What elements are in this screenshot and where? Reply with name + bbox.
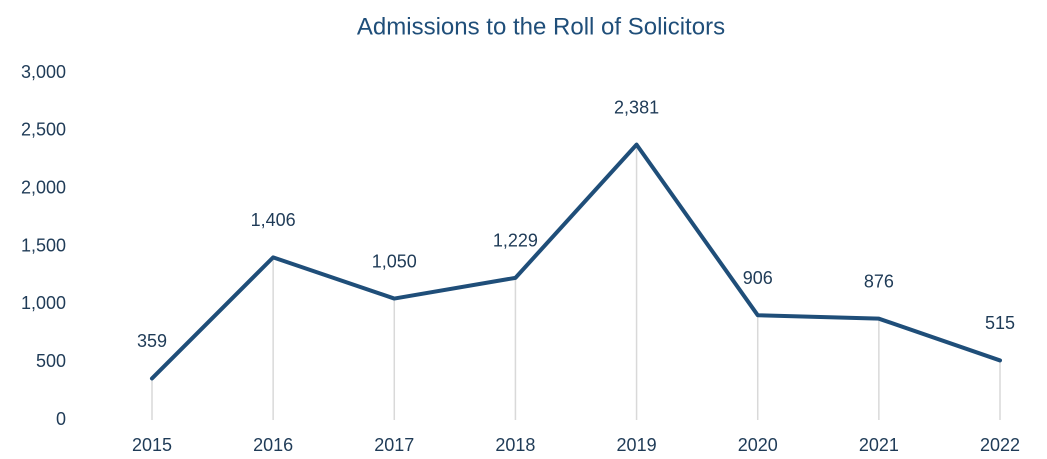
y-tick-label: 500	[36, 351, 66, 371]
data-label: 906	[743, 268, 773, 288]
x-tick-label: 2018	[495, 435, 535, 455]
data-line	[150, 142, 1002, 381]
data-label: 876	[864, 271, 894, 291]
chart-title: Admissions to the Roll of Solicitors	[357, 13, 725, 40]
x-tick-label: 2022	[980, 435, 1020, 455]
data-label: 1,050	[372, 251, 417, 271]
y-tick-label: 2,500	[21, 120, 66, 140]
data-label: 2,381	[614, 97, 659, 117]
y-tick-label: 2,000	[21, 177, 66, 197]
y-tick-label: 1,000	[21, 293, 66, 313]
x-tick-label: 2016	[253, 435, 293, 455]
data-label: 515	[985, 313, 1015, 333]
x-tick-label: 2020	[738, 435, 778, 455]
y-tick-label: 0	[56, 409, 66, 429]
x-tick-label: 2017	[374, 435, 414, 455]
y-tick-label: 3,000	[21, 62, 66, 82]
data-label: 1,406	[251, 210, 296, 230]
x-tick-label: 2021	[859, 435, 899, 455]
y-tick-label: 1,500	[21, 235, 66, 255]
x-tick-label: 2015	[132, 435, 172, 455]
data-label: 359	[137, 331, 167, 351]
data-label: 1,229	[493, 231, 538, 251]
x-tick-label: 2019	[617, 435, 657, 455]
